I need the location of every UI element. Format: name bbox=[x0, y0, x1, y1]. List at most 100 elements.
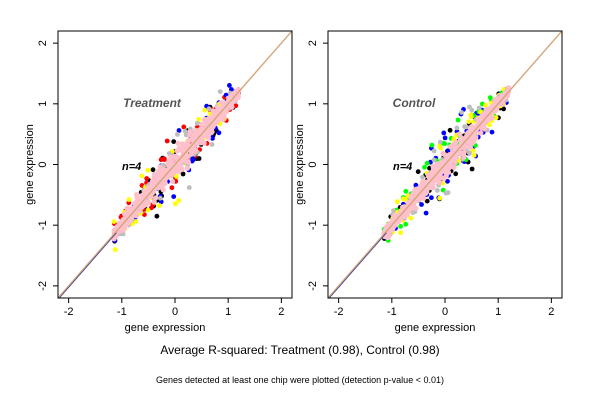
data-point bbox=[427, 184, 433, 190]
data-point bbox=[471, 152, 477, 158]
y-tick-label: 0 bbox=[37, 161, 49, 167]
data-point bbox=[161, 157, 167, 163]
y-tick-label: -2 bbox=[37, 281, 49, 291]
reference-line bbox=[58, 31, 292, 298]
data-point bbox=[206, 131, 212, 137]
data-point bbox=[180, 142, 186, 148]
data-point bbox=[170, 166, 176, 172]
data-point bbox=[176, 128, 182, 133]
data-point bbox=[431, 148, 437, 154]
data-point bbox=[410, 210, 416, 216]
x-axis-label: gene expression bbox=[125, 322, 206, 334]
data-point bbox=[459, 110, 464, 115]
data-point bbox=[191, 157, 196, 162]
y-tick-label: 2 bbox=[37, 40, 49, 46]
data-point bbox=[437, 195, 443, 201]
data-point bbox=[174, 154, 180, 160]
data-point bbox=[171, 139, 177, 145]
data-point bbox=[205, 135, 212, 141]
points-layer bbox=[328, 31, 562, 298]
data-point bbox=[203, 125, 209, 131]
points-layer bbox=[58, 31, 292, 298]
data-point bbox=[429, 174, 435, 180]
data-point bbox=[126, 197, 132, 203]
data-point bbox=[466, 150, 472, 156]
data-point bbox=[180, 171, 186, 177]
x-tick-label: 2 bbox=[278, 306, 284, 318]
data-point bbox=[166, 173, 172, 179]
data-point bbox=[453, 171, 459, 177]
data-point bbox=[158, 183, 164, 189]
data-point bbox=[184, 165, 190, 171]
data-point bbox=[151, 199, 157, 205]
data-point bbox=[437, 139, 443, 145]
data-point bbox=[464, 124, 469, 130]
data-point bbox=[455, 117, 461, 123]
y-tick-label: 1 bbox=[37, 101, 49, 107]
treatment-panel: -2 -1 0 1 2 -2 -1 0 1 2 gene expression gene expres… bbox=[24, 30, 293, 334]
data-point bbox=[157, 203, 162, 208]
x-tick-label: 1 bbox=[495, 306, 501, 318]
y-axis-label: gene expression bbox=[24, 124, 36, 205]
data-point bbox=[421, 195, 427, 201]
data-point bbox=[468, 114, 474, 120]
data-point bbox=[478, 114, 484, 120]
data-point bbox=[153, 195, 159, 201]
y-tick-label: 2 bbox=[307, 40, 319, 46]
y-tick-label: -1 bbox=[37, 220, 49, 230]
data-point bbox=[179, 158, 185, 164]
control-panel: -2 -1 0 1 2 -2 -1 0 1 2 gene expression gene expres… bbox=[294, 30, 563, 334]
data-point bbox=[452, 155, 458, 161]
x-axis-label: gene expression bbox=[395, 322, 476, 334]
data-point bbox=[391, 208, 396, 214]
data-point bbox=[445, 178, 450, 184]
data-point bbox=[153, 172, 159, 178]
data-point bbox=[171, 194, 177, 200]
data-point bbox=[175, 140, 181, 146]
data-point bbox=[203, 119, 209, 125]
data-point bbox=[412, 197, 418, 203]
data-point bbox=[398, 224, 403, 229]
data-point bbox=[212, 109, 218, 115]
data-point bbox=[218, 100, 224, 106]
data-point bbox=[158, 199, 164, 205]
data-point bbox=[150, 167, 156, 173]
data-point bbox=[403, 188, 409, 194]
y-tick-label: -2 bbox=[307, 281, 319, 291]
data-point bbox=[483, 113, 489, 119]
data-point bbox=[483, 102, 488, 108]
data-point bbox=[164, 138, 170, 144]
data-point bbox=[169, 185, 175, 191]
data-point bbox=[174, 174, 179, 179]
x-tick-label: 2 bbox=[548, 306, 554, 318]
data-point bbox=[134, 206, 140, 212]
data-point bbox=[489, 129, 495, 135]
data-point bbox=[467, 104, 472, 110]
data-point bbox=[415, 169, 421, 175]
data-point bbox=[454, 125, 460, 131]
data-point bbox=[408, 194, 414, 200]
data-point bbox=[408, 215, 414, 221]
data-point bbox=[149, 205, 154, 211]
panel-title: Treatment bbox=[123, 96, 182, 110]
data-point bbox=[398, 230, 403, 236]
data-point bbox=[395, 199, 400, 205]
data-point bbox=[145, 207, 151, 213]
data-point bbox=[493, 115, 499, 121]
x-tick-label: -2 bbox=[64, 306, 74, 318]
data-point bbox=[146, 185, 152, 191]
data-point bbox=[185, 159, 191, 165]
data-point bbox=[227, 83, 232, 88]
data-point bbox=[198, 121, 204, 127]
data-point bbox=[154, 213, 160, 219]
data-point bbox=[442, 141, 447, 147]
data-point bbox=[183, 132, 189, 138]
data-point bbox=[142, 188, 148, 194]
data-point bbox=[192, 131, 199, 138]
data-point bbox=[478, 130, 484, 136]
data-point bbox=[112, 247, 118, 253]
y-tick-label: 0 bbox=[307, 161, 319, 167]
data-point bbox=[173, 201, 178, 207]
data-point bbox=[208, 127, 215, 133]
data-point bbox=[139, 173, 145, 179]
